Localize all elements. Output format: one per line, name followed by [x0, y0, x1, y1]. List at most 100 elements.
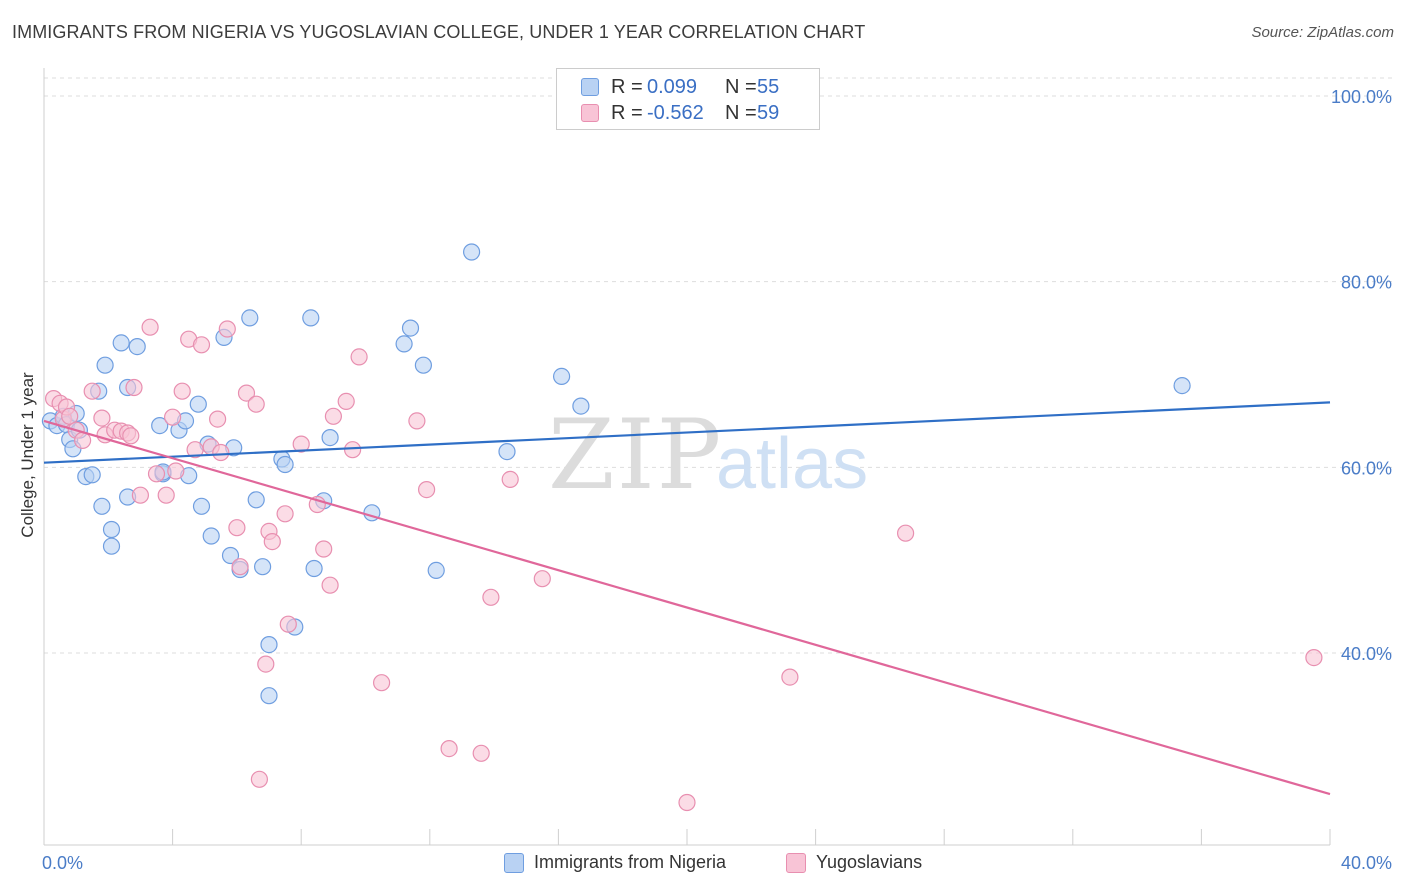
y-tick-label: 60.0%: [1341, 458, 1392, 478]
yugoslavian-point: [212, 443, 230, 462]
nigeria-point: [276, 455, 294, 474]
legend-n-value: 59: [757, 101, 780, 124]
yugoslavian-point: [337, 392, 355, 410]
legend-swatch-nigeria: [504, 852, 524, 873]
yugoslavian-point: [218, 320, 236, 338]
nigeria-point: [395, 335, 413, 353]
yugoslavian-point: [228, 519, 246, 537]
trend-lines: [43, 401, 1331, 796]
yugoslavian-point: [157, 486, 175, 504]
legend-row-nigeria: R = 0.099 N = 55: [581, 75, 779, 99]
yugoslavian-point: [164, 408, 182, 426]
yugoslavian-point: [122, 427, 140, 445]
nigeria-point: [221, 546, 240, 565]
yugoslavian-point: [472, 744, 490, 762]
nigeria-point: [305, 559, 323, 578]
nigeria-point: [254, 558, 272, 576]
nigeria-point: [498, 443, 516, 461]
yugoslavian-point: [147, 465, 166, 483]
legend-label-yugoslavians: Yugoslavians: [816, 852, 923, 872]
yugoslavian-point: [408, 412, 426, 430]
yugoslavian-point: [678, 793, 696, 812]
yugoslavian-point: [350, 348, 368, 366]
y-tick-label: 100.0%: [1331, 87, 1392, 107]
watermark-atlas: atlas: [716, 424, 868, 504]
x-ticks: [172, 829, 1331, 845]
nigeria-point: [321, 429, 339, 447]
yugoslavian-point: [501, 470, 519, 488]
nigeria-point: [302, 309, 320, 327]
yugoslavian-point: [440, 739, 458, 758]
series-yugoslavians-points: [44, 318, 1323, 812]
yugoslavian-point: [61, 407, 79, 425]
nigeria-point: [247, 491, 265, 509]
series-legend: Immigrants from Nigeria Yugoslavians: [0, 852, 1406, 876]
watermark: ZIP atlas: [548, 399, 868, 511]
nigeria-point: [96, 356, 114, 374]
yugoslavian-point: [321, 576, 339, 594]
legend-row-yugoslavians: R = -0.562 N = 59: [581, 101, 779, 125]
yugoslavian-point: [173, 382, 191, 400]
yugoslavian-point: [141, 318, 159, 336]
nigeria-point: [93, 497, 111, 515]
nigeria-point: [427, 561, 445, 580]
nigeria-point: [572, 397, 590, 415]
yugoslavian-point: [324, 407, 342, 425]
y-tick-labels: 40.0% 60.0% 80.0% 100.0%: [1331, 87, 1392, 664]
yugoslavian-point: [279, 615, 297, 633]
yugoslavian-point: [209, 410, 227, 428]
yugoslavian-point: [237, 384, 256, 402]
nigeria-trend-line: [43, 401, 1331, 464]
legend-swatch-yugoslavians: [786, 852, 806, 873]
source-label: Source: ZipAtlas.com: [1251, 24, 1394, 41]
nigeria-point: [83, 466, 101, 484]
yugoslavian-point: [247, 395, 265, 413]
yugoslavian-point: [292, 435, 310, 453]
legend-label-nigeria: Immigrants from Nigeria: [534, 852, 727, 872]
yugoslavian-point: [373, 674, 391, 692]
legend-r-value: -0.562: [647, 101, 704, 124]
nigeria-point: [401, 319, 420, 337]
nigeria-point: [260, 635, 278, 654]
nigeria-point: [151, 417, 169, 435]
yugoslavian-point: [250, 770, 268, 788]
nigeria-point: [102, 537, 121, 555]
correlation-legend: R = 0.099 N = 55 R = -0.562 N = 59: [556, 68, 820, 130]
yugoslavian-point: [896, 524, 915, 542]
nigeria-point: [241, 309, 259, 327]
yugoslavian-trend-line: [43, 419, 1331, 796]
legend-r-label: R =: [611, 75, 643, 98]
nigeria-point: [192, 497, 211, 515]
nigeria-point: [102, 520, 121, 539]
yugoslavian-point: [83, 382, 101, 400]
yugoslavian-point: [344, 441, 362, 459]
y-tick-label: 80.0%: [1341, 273, 1392, 293]
x-tick-labels: 0.0% 40.0%: [42, 853, 1392, 873]
yugoslavian-point: [167, 462, 185, 480]
nigeria-point: [202, 527, 220, 545]
nigeria-point: [128, 338, 146, 356]
watermark-zip: ZIP: [548, 399, 723, 511]
nigeria-point: [260, 687, 278, 705]
yugoslavian-point: [263, 532, 281, 551]
yugoslavian-point: [1305, 648, 1323, 667]
legend-r-label: R =: [611, 101, 643, 124]
yugoslavian-point: [125, 378, 143, 397]
yugoslavian-point: [276, 505, 294, 523]
y-axis-label: College, Under 1 year: [18, 372, 37, 538]
nigeria-point: [1173, 377, 1191, 395]
x-tick-label: 40.0%: [1341, 853, 1392, 873]
x-tick-label: 0.0%: [42, 853, 83, 873]
yugoslavian-point: [781, 668, 799, 686]
chart-title: IMMIGRANTS FROM NIGERIA VS YUGOSLAVIAN C…: [12, 22, 866, 42]
yugoslavian-point: [315, 540, 333, 558]
legend-swatch-nigeria: [581, 78, 599, 96]
nigeria-point: [552, 367, 571, 385]
legend-n-label: N =: [725, 101, 757, 124]
yugoslavian-point: [192, 336, 211, 354]
yugoslavian-point: [231, 558, 249, 576]
nigeria-point: [414, 356, 432, 374]
yugoslavian-point: [482, 588, 500, 606]
yugoslavian-point: [131, 486, 149, 504]
